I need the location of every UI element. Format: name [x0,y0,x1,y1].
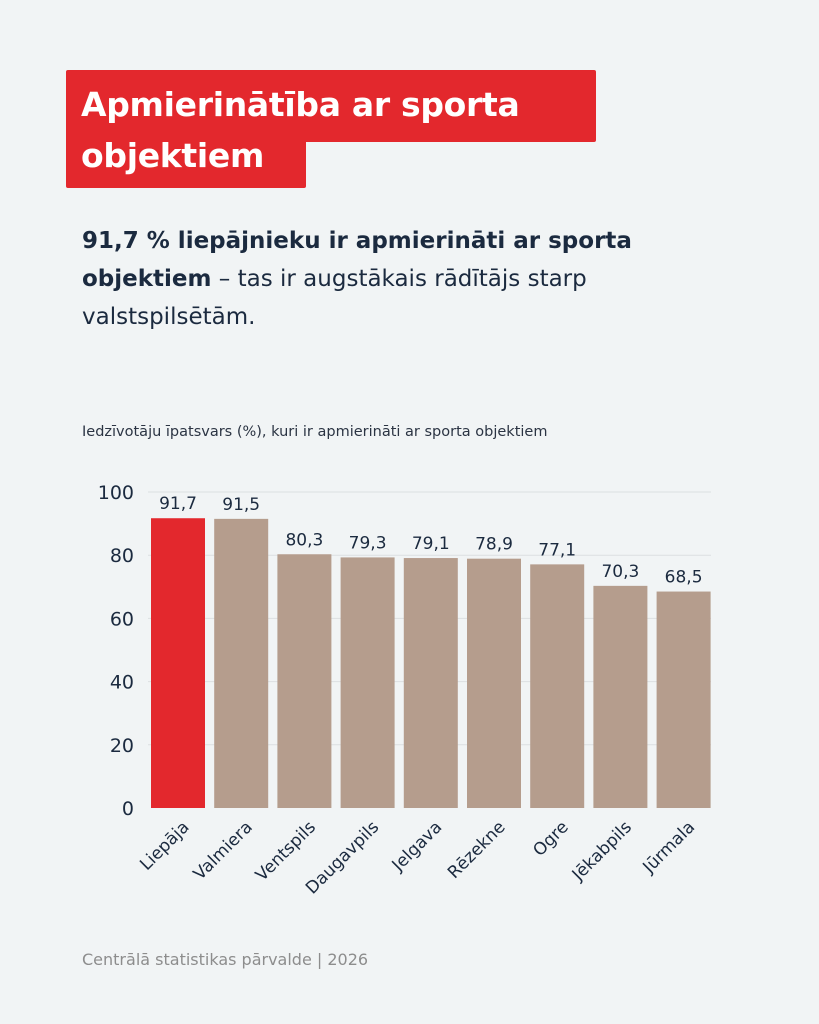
data-label: 79,1 [412,534,450,554]
data-label: 68,5 [665,568,703,588]
y-tick-label: 40 [110,672,134,694]
x-tick-label: Jūrmala [639,817,700,878]
bar-valmiera [214,518,269,808]
source-note: Centrālā statistikas pārvalde | 2026 [82,950,369,969]
bar-ogre [530,564,585,808]
subtitle-highlight: 91,7 % liepājnieku ir apmierināti ar spo… [82,228,632,292]
page-title-line-2: objektiem [66,130,306,188]
bar-jelgava [403,558,458,808]
bar-liepāja [151,518,205,808]
bar-jūrmala [656,591,711,808]
y-tick-label: 20 [110,735,134,757]
bar-ventspils [277,554,332,808]
bar-jēkabpils [593,585,648,808]
data-label: 77,1 [538,540,576,560]
y-tick-label: 80 [110,545,134,567]
x-tick-label: Jelgava [388,817,447,876]
x-tick-label: Jēkabpils [568,817,636,885]
subtitle-rest: – tas ir augstākais rādītājs starp valst… [82,266,587,330]
x-tick-label: Liepāja [136,817,193,874]
y-tick-label: 100 [98,482,134,504]
x-tick-label: Ogre [529,817,572,860]
y-tick-label: 0 [122,798,134,820]
subtitle: 91,7 % liepājnieku ir apmierināti ar spo… [82,222,742,336]
bar-daugavpils [340,557,395,808]
data-label: 91,7 [159,494,197,514]
data-label: 78,9 [475,535,513,555]
chart-title: Iedzīvotāju īpatsvars (%), kuri ir apmie… [82,424,548,440]
data-label: 91,5 [222,495,260,515]
data-label: 80,3 [285,530,323,550]
data-label: 79,3 [349,533,387,553]
x-tick-label: Rēzekne [444,817,510,883]
bar-rēzekne [467,558,521,808]
data-label: 70,3 [601,562,639,582]
x-tick-label: Valmiera [190,817,257,884]
y-tick-label: 60 [110,608,134,630]
